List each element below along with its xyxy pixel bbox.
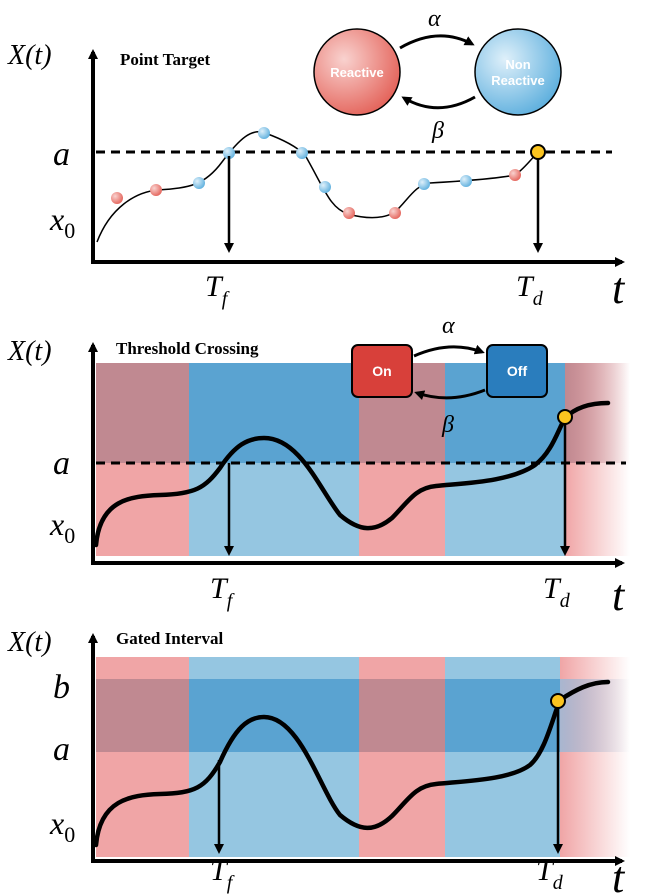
above-threshold-region xyxy=(565,363,630,463)
forward-transition-arrow xyxy=(413,344,485,358)
nonreactive-state-label-line1: Non xyxy=(505,57,530,72)
rate-alpha-label: α xyxy=(428,6,441,32)
td-label: Td xyxy=(536,854,564,894)
switch-diagram-inset: On Off α β xyxy=(351,313,548,438)
nonreactive-dot xyxy=(296,147,308,159)
nonreactive-dot xyxy=(223,147,235,159)
t-axis-label: t xyxy=(612,571,626,620)
panel-title: Gated Interval xyxy=(116,629,223,648)
nonreactive-state xyxy=(474,28,562,116)
tf-label: Tf xyxy=(210,572,235,612)
panel-gated-interval: X(t) Gated Interval b a x0 Tf Td t xyxy=(7,627,630,894)
level-label-a: a xyxy=(53,445,70,482)
on-state-box xyxy=(351,344,413,398)
tf-label: Tf xyxy=(210,854,235,894)
t-axis-label: t xyxy=(612,853,626,894)
off-state-label: Off xyxy=(507,363,528,379)
nonreactive-dot xyxy=(460,175,472,187)
nonreactive-dot xyxy=(193,177,205,189)
trajectory-curve xyxy=(93,400,611,548)
reactive-dot xyxy=(150,184,162,196)
td-label: Td xyxy=(516,270,544,310)
state-diagram-inset: Reactive Non Reactive α β xyxy=(313,6,562,144)
reactive-dot xyxy=(343,207,355,219)
reactive-dot xyxy=(111,192,123,204)
gate-interval-region xyxy=(96,679,189,752)
gate-interval-region xyxy=(359,679,445,752)
y-axis-label: X(t) xyxy=(7,336,52,367)
tf-label: Tf xyxy=(205,270,230,310)
rate-beta-label: β xyxy=(431,118,444,144)
level-label-b: b xyxy=(53,669,70,706)
level-label-a: a xyxy=(53,136,70,173)
gate-interval-region xyxy=(445,679,560,752)
td-label: Td xyxy=(543,572,571,612)
gate-interval-region xyxy=(189,679,359,752)
rate-alpha-label: α xyxy=(442,313,455,339)
backward-transition-arrow xyxy=(401,95,476,110)
panel-point-target: X(t) Point Target a x0 Tf Td t Reactive … xyxy=(7,6,626,313)
gate-interval-region xyxy=(560,679,630,752)
detection-marker xyxy=(530,144,546,160)
trajectory-curve xyxy=(93,679,611,848)
reactive-dot xyxy=(389,207,401,219)
above-threshold-region xyxy=(189,363,359,463)
state-dots xyxy=(111,127,521,219)
panel-title: Threshold Crossing xyxy=(116,339,259,358)
reactive-dot xyxy=(509,169,521,181)
detection-marker xyxy=(557,409,573,425)
panel-threshold-crossing: X(t) Threshold Crossing a x0 Tf Td t On … xyxy=(7,313,630,620)
y-axis-label: X(t) xyxy=(7,40,52,71)
y-axis-label: X(t) xyxy=(7,627,52,658)
t-axis-label: t xyxy=(612,264,626,313)
nonreactive-dot xyxy=(258,127,270,139)
forward-transition-arrow xyxy=(399,34,475,50)
trajectory-curve xyxy=(96,131,539,243)
on-state-label: On xyxy=(372,363,391,379)
detection-marker xyxy=(550,693,566,709)
backward-transition-arrow xyxy=(414,388,486,400)
off-state-box xyxy=(486,344,548,398)
level-label-a: a xyxy=(53,731,70,768)
nonreactive-dot xyxy=(418,178,430,190)
reactive-state xyxy=(313,28,401,116)
rate-beta-label: β xyxy=(441,412,454,438)
x0-label: x0 xyxy=(49,201,75,243)
x0-label: x0 xyxy=(49,805,75,847)
x0-label: x0 xyxy=(49,506,75,548)
reactive-state-label: Reactive xyxy=(330,65,383,80)
nonreactive-state-label-line2: Reactive xyxy=(491,73,544,88)
nonreactive-dot xyxy=(319,181,331,193)
above-threshold-region xyxy=(96,363,189,463)
panel-title: Point Target xyxy=(120,50,211,69)
